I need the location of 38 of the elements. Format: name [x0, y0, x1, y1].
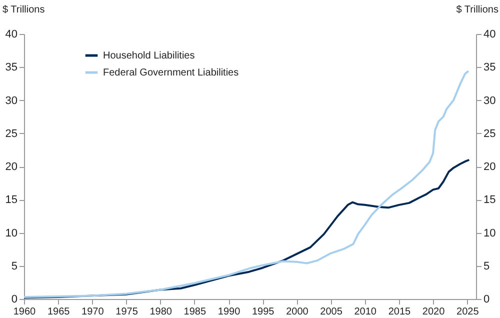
- y2-axis-title: $ Trillions: [456, 4, 498, 16]
- y-tick-label: 20: [5, 161, 18, 173]
- x-tick-label: 1995: [252, 306, 275, 318]
- legend-label: Household Liabilities: [103, 50, 195, 62]
- legend-label: Federal Government Liabilities: [103, 68, 239, 78]
- y2-tick-label: 35: [484, 62, 496, 74]
- y2-tick-label: 25: [484, 128, 496, 140]
- x-tick-label: 2025: [456, 306, 480, 318]
- y2-tick-label: 20: [484, 161, 496, 173]
- y2-tick-label: 5: [484, 260, 490, 272]
- x-tick-label: 1975: [116, 306, 138, 318]
- x-tick-label: 1980: [150, 306, 172, 318]
- y2-tick-label: 40: [484, 28, 496, 40]
- line-series: [24, 70, 470, 298]
- y-tick-label: 35: [5, 62, 18, 74]
- y-axis-title: $ Trillions: [2, 4, 45, 16]
- x-tick-label: 2005: [320, 306, 343, 318]
- x-tick-label: 1970: [82, 306, 104, 318]
- y-tick-label: 40: [5, 28, 18, 40]
- x-tick-label: 1990: [218, 306, 241, 318]
- x-tick-label: 2020: [422, 306, 446, 318]
- x-tick-label: 1960: [13, 306, 36, 318]
- y-tick-label: 15: [5, 194, 18, 206]
- y-tick-label: 30: [5, 94, 18, 107]
- y-tick-label: 10: [5, 227, 18, 240]
- y-tick-label: 5: [11, 260, 18, 272]
- x-tick-label: 1985: [184, 306, 206, 318]
- x-tick-label: 2000: [286, 306, 309, 318]
- x-tick-label: 2010: [354, 306, 377, 318]
- y2-tick-label: 10: [484, 227, 496, 240]
- y2-tick-label: 0: [484, 294, 490, 306]
- x-tick-label: 2015: [388, 306, 412, 318]
- y2-tick-label: 30: [484, 94, 496, 107]
- line-series: [24, 158, 470, 299]
- y-tick-label: 0: [11, 294, 18, 306]
- y-tick-label: 25: [5, 128, 18, 140]
- y2-tick-label: 15: [484, 194, 496, 206]
- x-tick-label: 1965: [47, 306, 70, 318]
